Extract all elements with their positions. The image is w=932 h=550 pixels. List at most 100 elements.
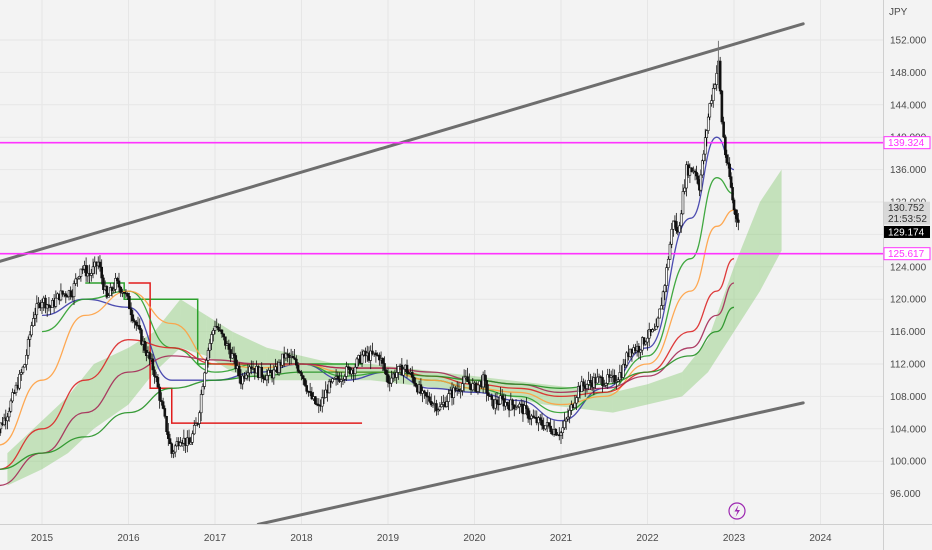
channel-upper-line[interactable] — [0, 22, 805, 267]
candle-body — [100, 266, 103, 279]
candle-body — [324, 389, 328, 398]
candle-body — [384, 370, 388, 375]
x-tick-label: 2018 — [290, 533, 313, 544]
candle-body — [322, 397, 326, 399]
candle-body — [637, 345, 641, 353]
candle-body — [59, 290, 63, 301]
candle-body — [115, 278, 119, 282]
candle-body — [563, 420, 566, 429]
candle-body — [353, 366, 357, 374]
cloud-segment — [612, 384, 648, 413]
candle-body — [699, 174, 703, 191]
y-tick-label: 124.000 — [890, 262, 927, 273]
candle-body — [423, 390, 426, 393]
candle-body — [173, 445, 177, 453]
candle-body — [129, 308, 133, 316]
candle-body — [336, 375, 340, 380]
candle-body — [414, 382, 417, 387]
time-axis[interactable]: 2015 2016 2017 2018 2019 2020 2021 2022 2023 2024 — [31, 533, 832, 544]
candle-body — [248, 366, 251, 374]
candle-body — [564, 418, 568, 422]
candle-body — [199, 394, 203, 414]
candle-body — [77, 276, 81, 279]
candle-body — [613, 374, 616, 383]
candle-body — [575, 397, 578, 404]
candle-body — [639, 349, 642, 353]
candle-body — [675, 221, 678, 231]
candle-body — [265, 375, 269, 381]
candle-body — [706, 116, 710, 131]
y-tick-label: 152.000 — [890, 36, 927, 47]
x-tick-label: 2019 — [377, 533, 400, 544]
candle-body — [148, 352, 151, 360]
candle-body — [468, 381, 471, 385]
candle-body — [438, 406, 442, 411]
candle-body — [47, 304, 51, 307]
currency-label: JPY — [889, 7, 908, 18]
y-tick-label: 104.000 — [890, 424, 927, 435]
candle-body — [213, 325, 217, 331]
candle-body — [74, 278, 78, 284]
candle-body — [112, 288, 116, 292]
candle-body — [462, 376, 466, 384]
candle-body — [201, 386, 205, 395]
candle-body — [143, 340, 147, 351]
candle-body — [54, 297, 58, 307]
candle-body — [203, 372, 206, 387]
candle-body — [658, 308, 661, 319]
candle-body — [726, 162, 730, 165]
candle-body — [642, 337, 646, 345]
x-tick-label: 2020 — [463, 533, 486, 544]
candle-body — [61, 290, 64, 295]
candle-body — [179, 442, 182, 447]
candle-body — [705, 130, 709, 138]
moving-average-line — [41, 136, 735, 422]
candle-body — [298, 370, 302, 373]
candle-body — [165, 415, 168, 433]
candle-body — [172, 451, 175, 454]
candle-body — [568, 410, 571, 418]
candle-body — [710, 100, 713, 104]
candle-body — [64, 293, 68, 297]
y-tick-label: 96.000 — [890, 489, 921, 500]
candle-body — [277, 361, 281, 373]
candle-body — [506, 402, 509, 406]
cloud-segment — [206, 315, 233, 373]
candle-body — [371, 350, 374, 355]
candle-body — [117, 280, 121, 288]
event-lightning-icon[interactable] — [728, 502, 746, 520]
candle-body — [729, 176, 733, 188]
candle-body — [544, 425, 547, 430]
candle-body — [668, 243, 672, 260]
candle-body — [580, 381, 584, 392]
candle-body — [549, 425, 552, 432]
candle-body — [222, 333, 225, 338]
candle-body — [722, 121, 725, 138]
candle-body — [6, 416, 9, 422]
candle-body — [663, 285, 667, 293]
candle-body — [28, 334, 32, 340]
candle-body — [44, 297, 47, 309]
candle-body — [191, 433, 194, 443]
candle-body — [576, 386, 580, 398]
candle-body — [585, 384, 589, 389]
candle-body — [269, 369, 272, 373]
candle-body — [457, 388, 461, 392]
candle-body — [500, 395, 504, 399]
channel-lower-line[interactable] — [256, 401, 805, 525]
candle-body — [644, 341, 648, 345]
candle-body — [105, 286, 109, 298]
candle-body — [133, 320, 136, 323]
candle-body — [272, 369, 276, 379]
candle-body — [72, 283, 76, 297]
candle-body — [163, 408, 167, 417]
candle-body — [378, 354, 381, 361]
candle-body — [693, 170, 697, 173]
plot-layer — [0, 0, 883, 524]
candle-body — [327, 380, 331, 394]
price-axis[interactable]: 152.000148.000144.000140.000136.000132.0… — [890, 36, 927, 501]
cloud-segment — [578, 388, 613, 413]
candle-body — [383, 363, 386, 371]
